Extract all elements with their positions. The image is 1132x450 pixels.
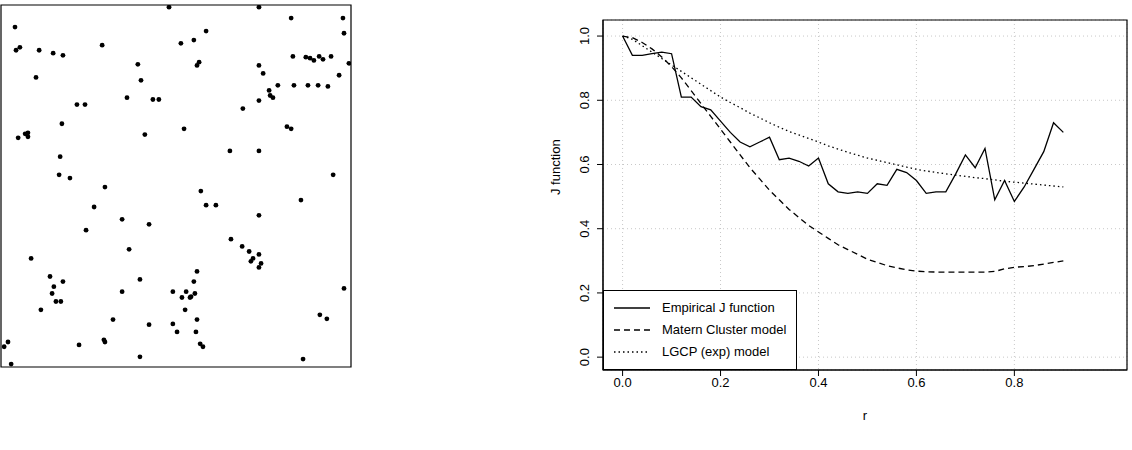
svg-text:0.2: 0.2: [711, 375, 729, 390]
svg-text:0.2: 0.2: [577, 284, 592, 302]
svg-text:0.8: 0.8: [577, 91, 592, 109]
svg-text:0.0: 0.0: [614, 375, 632, 390]
html-text:Matern Cluster model: Matern Cluster model: [662, 322, 787, 337]
html-text:Empirical J function: Empirical J function: [662, 300, 775, 315]
html-text:LGCP (exp) model: LGCP (exp) model: [662, 344, 770, 359]
svg-text:0.8: 0.8: [1005, 375, 1023, 390]
svg-text:1.0: 1.0: [577, 27, 592, 45]
svg-text:J function: J function: [548, 139, 563, 195]
svg-text:0.6: 0.6: [907, 375, 925, 390]
svg-text:r: r: [863, 408, 868, 423]
svg-text:0.6: 0.6: [577, 155, 592, 173]
svg-text:0.0: 0.0: [577, 348, 592, 366]
svg-text:0.4: 0.4: [809, 375, 827, 390]
svg-text:0.4: 0.4: [577, 220, 592, 238]
